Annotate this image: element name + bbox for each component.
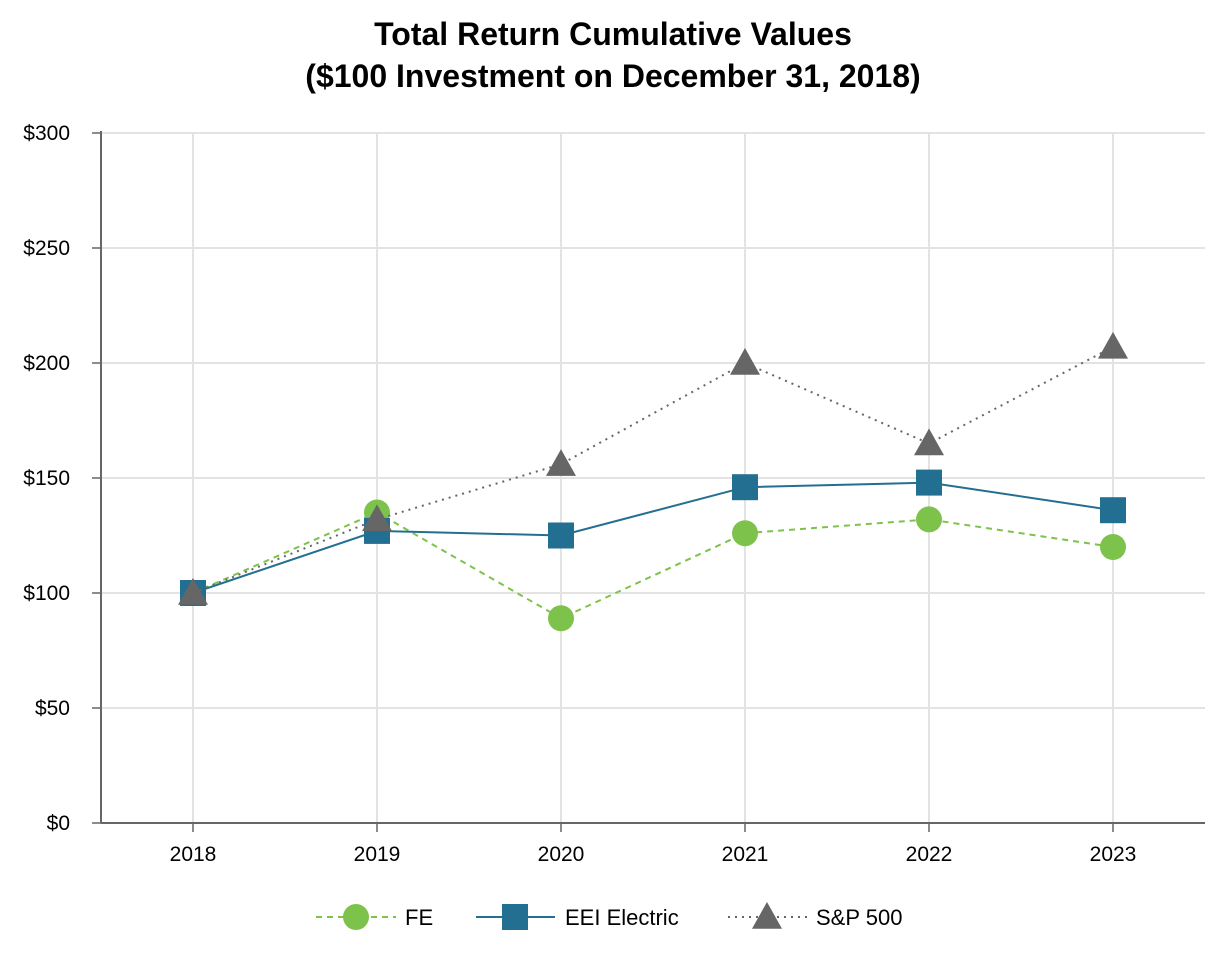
series-line-s-p-500	[192, 346, 1114, 594]
series-eei-electric	[180, 469, 1126, 606]
series-fe	[180, 499, 1126, 632]
legend-label: FE	[405, 905, 433, 930]
x-tick-label: 2019	[354, 843, 401, 866]
data-point-s-p-500	[914, 428, 944, 456]
data-point-s-p-500	[178, 578, 208, 605]
data-point-eei-electric	[1100, 497, 1126, 524]
data-point-eei-electric	[732, 474, 758, 501]
series-s-p-500	[178, 331, 1128, 605]
x-tick-label: 2020	[538, 843, 585, 866]
y-tick-label: $200	[23, 352, 70, 375]
data-point-s-p-500	[1098, 331, 1128, 359]
chart-title: Total Return Cumulative Values ($100 Inv…	[305, 16, 920, 94]
y-tick-label: $250	[23, 237, 70, 260]
data-point-fe	[916, 506, 942, 533]
y-tick-label: $300	[23, 122, 70, 145]
legend-marker	[343, 904, 369, 930]
data-point-fe	[732, 520, 758, 547]
data-point-fe	[548, 605, 574, 632]
y-tick-label: $100	[23, 582, 70, 605]
x-tick-label: 2018	[170, 843, 217, 866]
x-tick-label: 2023	[1090, 843, 1137, 866]
grid-lines	[101, 132, 1205, 823]
data-point-eei-electric	[916, 469, 942, 496]
y-tick-label: $0	[47, 812, 70, 835]
y-tick-label: $150	[23, 467, 70, 490]
legend-item-eei-electric: EEI Electric	[476, 904, 679, 930]
legend-item-fe: FE	[316, 904, 433, 930]
data-point-s-p-500	[546, 449, 576, 476]
legend-marker	[502, 904, 528, 930]
data-point-s-p-500	[730, 348, 760, 375]
series-line-eei-electric	[192, 481, 1114, 594]
chart-title-line-2: ($100 Investment on December 31, 2018)	[305, 58, 920, 94]
legend-marker	[752, 902, 782, 929]
data-point-s-p-500	[362, 504, 392, 532]
series-line-fe	[192, 511, 1114, 620]
chart-title-line-1: Total Return Cumulative Values	[374, 16, 852, 52]
legend-label: EEI Electric	[565, 905, 679, 930]
x-tick-label: 2022	[906, 843, 953, 866]
data-point-eei-electric	[548, 522, 574, 549]
legend-item-s-p-500: S&P 500	[728, 902, 902, 930]
y-tick-label: $50	[35, 697, 70, 720]
legend-label: S&P 500	[816, 905, 902, 930]
data-point-fe	[1100, 534, 1126, 560]
legend: FE EEI Electric S&P 500	[316, 902, 902, 930]
plot-area	[178, 331, 1128, 632]
x-tick-label: 2021	[722, 843, 769, 866]
axes: $0 $50 $100 $150 $200 $250 $300 2018 2019 2020 202…	[23, 122, 1205, 866]
